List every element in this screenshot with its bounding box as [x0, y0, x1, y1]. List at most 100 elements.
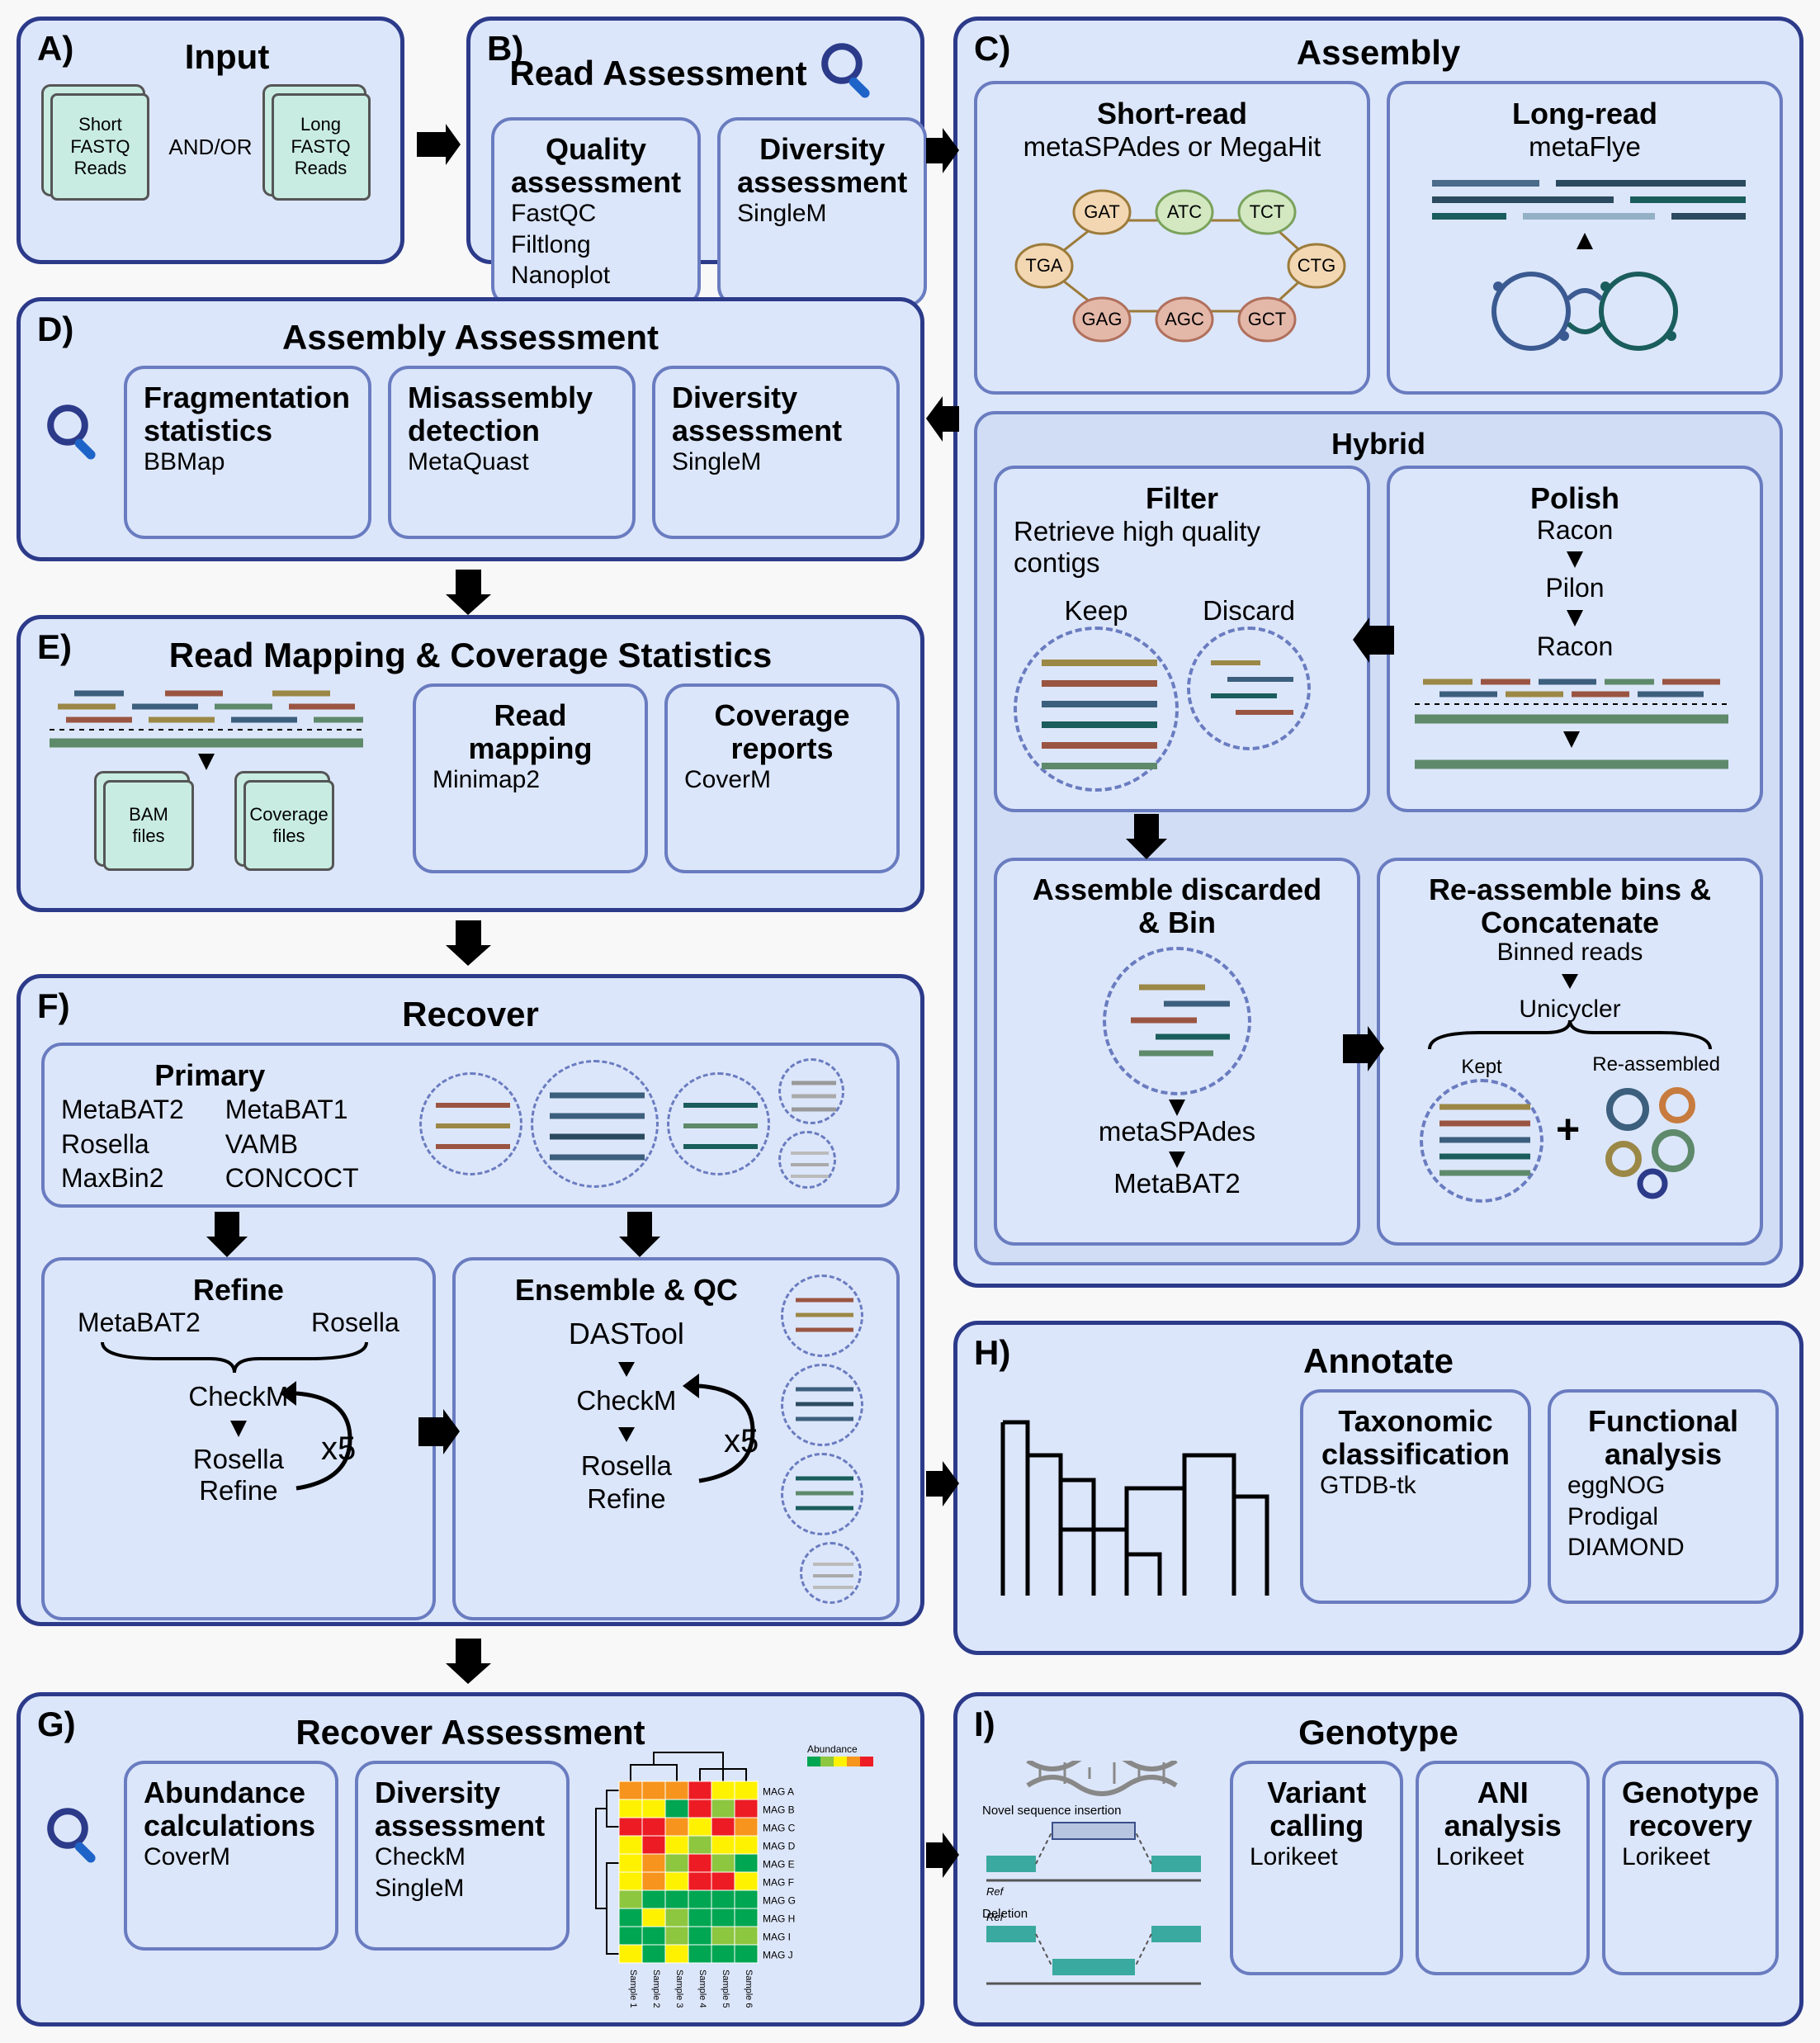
arrow-g-i — [926, 1833, 959, 1878]
panel-letter: H) — [974, 1333, 1010, 1373]
magnifier-icon — [41, 399, 107, 471]
panel-letter: D) — [37, 310, 73, 349]
sub-coverage: Coveragereports CoverM — [664, 683, 900, 873]
svg-text:GAG: GAG — [1082, 309, 1123, 329]
panel-title: Read Mapping & Coverage Statistics — [41, 636, 900, 675]
file-bam: BAMfiles — [103, 780, 194, 871]
panel-letter: E) — [37, 627, 72, 667]
panel-title: Genotype — [978, 1713, 1779, 1752]
sub-hybrid: Hybrid Filter Retrieve high quality cont… — [974, 411, 1783, 1265]
panel-genotype: I) Genotype Novel sequence insertion R — [953, 1692, 1803, 2026]
sub-short-read: Short-read metaSPAdes or MegaHit TGA GAT — [974, 81, 1370, 395]
panel-read-mapping: E) Read Mapping & Coverage Statistics BA… — [17, 615, 924, 912]
magnifier-icon — [815, 37, 882, 109]
sub-diversity-g: Diversityassessment CheckMSingleM — [355, 1761, 570, 1951]
arrow-b-c — [926, 128, 959, 173]
panel-assembly-assessment: D) Assembly Assessment Fragmentationstat… — [17, 297, 924, 561]
svg-text:Sample 6: Sample 6 — [744, 1970, 754, 2008]
hybrid-polish: Polish Racon Pilon Racon — [1387, 466, 1763, 812]
sub-diversity-d: Diversityassessment SingleM — [652, 366, 900, 539]
heatmap-icon: MAG A MAG B MAG C MAG D MAG E MAG F MAG G MAG H… — [586, 1744, 891, 2008]
arrow-f-g — [446, 1639, 491, 1684]
conj-andor: AND/OR — [168, 135, 252, 160]
svg-text:Sample 3: Sample 3 — [674, 1970, 684, 2008]
svg-text:MAG F: MAG F — [763, 1877, 794, 1889]
panel-letter: C) — [974, 29, 1010, 69]
svg-text:Sample 1: Sample 1 — [628, 1970, 638, 2008]
panel-letter: G) — [37, 1705, 76, 1744]
arrow-d-e — [446, 570, 491, 615]
panel-letter: F) — [37, 986, 70, 1026]
kept-bin-icon2 — [1420, 1079, 1543, 1203]
arrow-refine-ensemble — [418, 1409, 460, 1454]
panel-letter: B) — [487, 29, 523, 69]
hybrid-filter: Filter Retrieve high quality contigs Kee… — [994, 466, 1370, 812]
svg-text:MAG I: MAG I — [763, 1932, 791, 1943]
panel-title: Assembly — [974, 33, 1783, 73]
arrow-c-d — [926, 396, 959, 442]
discarded-bin-icon — [1103, 947, 1251, 1095]
panel-title: Annotate — [978, 1341, 1779, 1381]
sub-refine: Refine MetaBAT2Rosella CheckM x5 Rosella… — [41, 1257, 436, 1620]
panel-annotate: H) Annotate Taxonomicclassification GTDB… — [953, 1321, 1803, 1655]
arrow-assemble-reassemble — [1343, 1026, 1384, 1071]
sub-abundance: Abundancecalculations CoverM — [124, 1761, 338, 1951]
svg-text:MAG D: MAG D — [763, 1841, 796, 1852]
brace-icon — [61, 1338, 408, 1375]
panel-recover-assessment: G) Recover Assessment Abundancecalculati… — [17, 1692, 924, 2026]
panel-assembly: C) Assembly Short-read metaSPAdes or Meg… — [953, 17, 1803, 1288]
sub-misassembly: Misassemblydetection MetaQuast — [388, 366, 636, 539]
svg-text:MAG G: MAG G — [763, 1895, 796, 1907]
brace-icon — [1397, 1020, 1743, 1053]
genotype-diagram-icon: Novel sequence insertion Ref Deletion Re… — [978, 1761, 1217, 1992]
svg-text:CTG: CTG — [1298, 255, 1335, 276]
file-coverage: Coveragefiles — [243, 780, 334, 871]
primary-bins-icon — [384, 1058, 880, 1189]
longread-graph-icon — [1407, 163, 1762, 377]
svg-text:TCT: TCT — [1250, 201, 1285, 222]
loop-x5-icon: x5 — [276, 1381, 375, 1505]
svg-text:MAG H: MAG H — [763, 1913, 795, 1925]
mapping-reads-icon — [41, 683, 371, 774]
svg-text:MAG A: MAG A — [763, 1786, 794, 1798]
panel-read-assessment: B) Read Assessment Qualityassessment Fas… — [466, 17, 924, 264]
svg-text:x5: x5 — [321, 1431, 356, 1467]
svg-text:Ref: Ref — [986, 1911, 1005, 1923]
sub-diversity: Diversityassessment SingleM — [717, 117, 927, 307]
svg-text:MAG C: MAG C — [763, 1823, 796, 1834]
sub-long-read: Long-read metaFlye — [1387, 81, 1783, 395]
loop-x5-icon: x5 — [678, 1374, 778, 1497]
svg-text:Ref: Ref — [986, 1885, 1005, 1898]
panel-title: Recover — [41, 995, 900, 1034]
svg-text:MAG E: MAG E — [763, 1859, 795, 1870]
reassembled-rings-icon — [1595, 1076, 1718, 1200]
arrow-primary-refine — [206, 1212, 248, 1257]
svg-text:Sample 5: Sample 5 — [721, 1970, 730, 2008]
hybrid-assemble-bin: Assemble discarded& Bin metaSPAdes — [994, 858, 1360, 1246]
svg-text:MAG J: MAG J — [763, 1950, 793, 1961]
debruijn-graph-icon: TGA GAT ATC TCT CTG GAG AGC GCT — [995, 163, 1350, 369]
sub-ani: ANIanalysis Lorikeet — [1416, 1761, 1589, 1975]
keep-bin-icon — [1014, 627, 1179, 792]
tree-icon — [978, 1389, 1283, 1612]
panel-letter: I) — [974, 1705, 995, 1744]
arrow-filter-assemble — [1126, 814, 1167, 859]
arrow-polish-filter — [1353, 617, 1394, 663]
svg-text:Abundance: Abundance — [807, 1744, 858, 1755]
sub-genotype-recovery: Genotyperecovery Lorikeet — [1602, 1761, 1779, 1975]
svg-text:MAG B: MAG B — [763, 1804, 795, 1816]
discard-bin-icon — [1187, 627, 1311, 750]
svg-text:Sample 4: Sample 4 — [697, 1970, 707, 2008]
sub-ensemble: Ensemble & QC DASTool CheckM x5 Rosella … — [452, 1257, 900, 1620]
svg-text:ATC: ATC — [1167, 201, 1202, 222]
sub-quality: Qualityassessment FastQC Filtlong Nanopl… — [491, 117, 701, 307]
svg-text:TGA: TGA — [1025, 255, 1063, 276]
panel-title: Input — [74, 37, 380, 77]
file-short-reads: ShortFASTQReads — [50, 93, 149, 201]
svg-text:GAT: GAT — [1084, 201, 1120, 222]
panel-recover: F) Recover Primary MetaBAT2RosellaMaxBin… — [17, 974, 924, 1626]
polish-reads-icon — [1406, 669, 1737, 777]
arrow-e-f — [446, 920, 491, 966]
svg-text:x5: x5 — [724, 1423, 759, 1459]
svg-text:Sample 2: Sample 2 — [651, 1970, 661, 2008]
